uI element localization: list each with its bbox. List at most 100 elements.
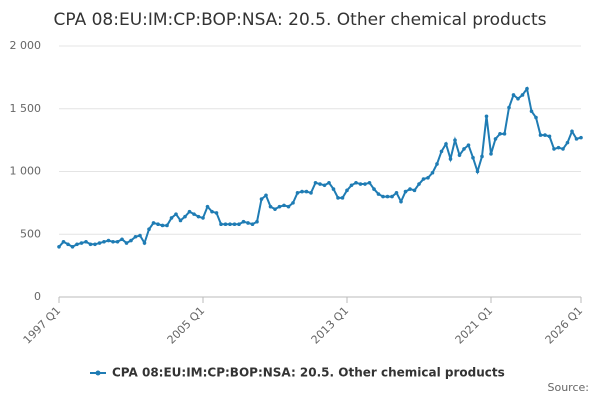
- marker: [516, 96, 520, 101]
- marker: [435, 162, 439, 166]
- marker: [93, 242, 97, 247]
- y-tick-label: 0: [34, 290, 41, 303]
- marker: [331, 187, 336, 191]
- marker: [439, 149, 444, 154]
- marker: [291, 201, 295, 205]
- marker: [498, 132, 502, 136]
- marker: [318, 182, 322, 186]
- marker: [255, 219, 259, 224]
- marker: [493, 137, 498, 141]
- marker: [372, 187, 376, 191]
- marker: [282, 203, 286, 208]
- marker: [543, 133, 547, 137]
- marker: [480, 154, 484, 159]
- y-tick-label: 1 500: [10, 102, 42, 115]
- marker: [376, 192, 381, 196]
- marker: [565, 140, 570, 145]
- marker: [417, 182, 421, 186]
- marker: [556, 145, 561, 150]
- marker: [462, 147, 466, 151]
- marker: [124, 241, 129, 245]
- marker: [475, 169, 480, 174]
- marker: [336, 196, 340, 200]
- marker: [466, 143, 471, 147]
- marker: [169, 216, 174, 220]
- x-tick-label: 2013 Q1: [309, 304, 352, 347]
- marker: [471, 155, 475, 160]
- marker: [349, 183, 354, 188]
- marker: [70, 245, 75, 249]
- marker: [165, 223, 169, 228]
- marker: [106, 238, 111, 243]
- marker: [237, 222, 241, 227]
- marker: [79, 241, 84, 245]
- marker: [390, 194, 394, 199]
- marker: [309, 191, 313, 195]
- marker: [358, 182, 363, 186]
- marker: [142, 241, 147, 245]
- marker: [115, 239, 120, 244]
- y-tick-label: 2 000: [10, 39, 42, 52]
- marker: [507, 105, 511, 110]
- marker: [426, 175, 430, 180]
- marker: [561, 147, 565, 151]
- marker: [61, 239, 66, 244]
- marker: [421, 177, 426, 181]
- marker: [88, 242, 93, 247]
- marker: [241, 219, 246, 224]
- marker: [327, 180, 331, 185]
- marker: [367, 180, 372, 185]
- marker: [453, 138, 457, 142]
- marker: [174, 212, 178, 216]
- marker: [57, 245, 61, 249]
- marker: [178, 218, 183, 223]
- marker: [381, 194, 385, 199]
- line: [58, 86, 582, 248]
- marker: [552, 147, 556, 151]
- x-tick-label: 1997 Q1: [21, 304, 64, 347]
- legend-marker: [95, 370, 101, 376]
- x-tick-label: 2021 Q1: [453, 304, 496, 347]
- marker: [111, 239, 115, 244]
- marker: [520, 93, 525, 97]
- marker: [570, 129, 574, 134]
- marker: [232, 222, 237, 227]
- marker: [205, 204, 210, 209]
- marker: [147, 227, 151, 232]
- x-tick-label: 2005 Q1: [165, 304, 208, 347]
- x-tick-label: 2026 Q1: [543, 304, 586, 347]
- marker: [403, 189, 408, 194]
- marker: [345, 188, 349, 193]
- marker: [183, 214, 187, 219]
- marker: [129, 238, 133, 243]
- marker: [138, 233, 142, 238]
- marker: [151, 221, 156, 225]
- marker: [196, 214, 201, 219]
- marker: [201, 216, 205, 220]
- marker: [295, 191, 300, 195]
- marker: [264, 193, 268, 198]
- marker: [66, 242, 70, 247]
- y-tick-label: 1 000: [10, 165, 42, 178]
- marker: [579, 135, 583, 140]
- marker: [511, 93, 516, 97]
- marker: [322, 183, 327, 188]
- marker: [214, 211, 219, 215]
- marker: [538, 133, 543, 137]
- marker: [502, 132, 507, 136]
- marker: [489, 152, 493, 156]
- marker: [133, 234, 138, 239]
- marker: [363, 182, 367, 186]
- marker: [444, 142, 448, 146]
- marker: [120, 237, 124, 242]
- marker: [277, 204, 282, 209]
- marker: [547, 134, 552, 139]
- marker: [529, 109, 534, 114]
- marker: [394, 191, 399, 195]
- marker: [484, 114, 489, 119]
- marker: [448, 157, 453, 161]
- marker: [97, 241, 102, 245]
- marker: [210, 209, 214, 214]
- marker: [399, 199, 403, 204]
- marker: [160, 223, 165, 228]
